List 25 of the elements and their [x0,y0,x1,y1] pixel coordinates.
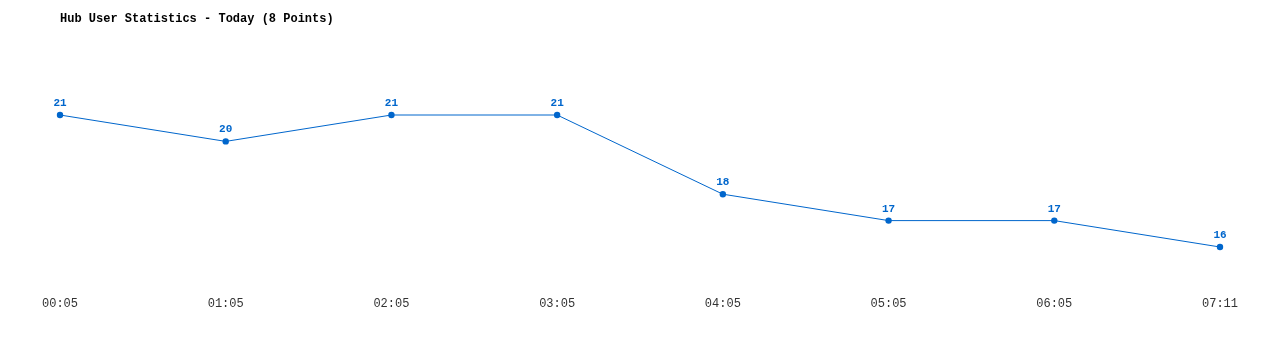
point [222,138,229,145]
data-label: 20 [219,123,233,136]
point [885,217,892,224]
data-label: 17 [1047,202,1061,215]
data-label: 21 [53,97,67,109]
x-tick-label: 04:05 [704,297,741,311]
x-tick-label: 07:11 [1201,297,1239,311]
data-label: 17 [881,202,896,215]
point [56,111,64,119]
data-label: 21 [384,97,399,109]
x-tick-label: 00:05 [41,297,79,311]
point [1216,243,1224,251]
data-label: 21 [550,97,565,109]
data-label: 18 [716,176,730,189]
chart-title: Hub User Statistics - Today (8 Points) [60,12,334,26]
point [1051,217,1058,224]
x-tick-label: 05:05 [870,297,907,311]
x-tick-label: 01:05 [207,297,244,311]
point [388,111,395,119]
data-label: 16 [1213,229,1227,241]
x-tick-label: 02:05 [373,297,410,311]
x-tick-label: 06:05 [1036,297,1073,311]
point [553,111,561,119]
point [719,191,727,198]
x-tick-label: 03:05 [539,297,576,311]
